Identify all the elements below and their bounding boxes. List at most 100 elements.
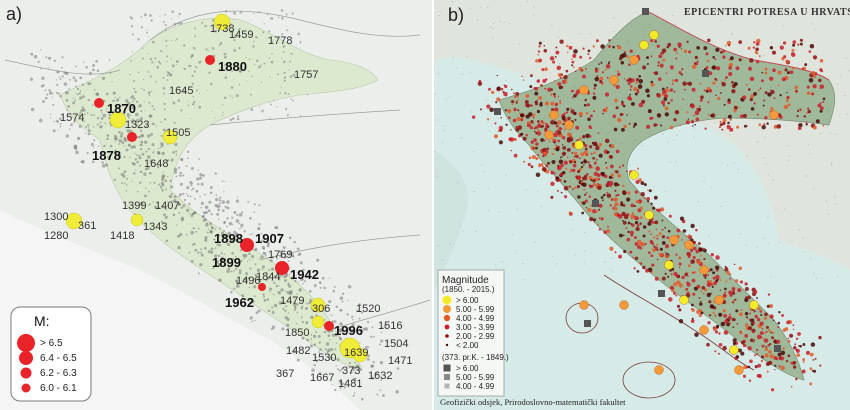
seismicity-dot (135, 112, 139, 117)
seismicity-dot (314, 356, 317, 359)
epicenter-dot (721, 128, 724, 131)
epicenter-events (494, 8, 781, 375)
seismicity-dot (124, 139, 127, 143)
epicenter-dot (652, 39, 654, 42)
seismicity-dot (188, 251, 191, 254)
seismicity-dot (126, 177, 129, 180)
epicenter-dot (777, 70, 782, 75)
seismicity-dot (300, 299, 303, 301)
epicenter-dot (534, 91, 539, 96)
background-dot (630, 23, 632, 25)
seismicity-dot (140, 148, 143, 151)
epicenter-dot (758, 123, 762, 127)
seismicity-dot (240, 259, 243, 263)
seismicity-dot (68, 88, 70, 90)
seismicity-dot (148, 114, 152, 118)
epicenter-dot (693, 271, 697, 274)
seismicity-dot (205, 223, 209, 227)
seismicity-dot (158, 183, 161, 186)
seismicity-dot (160, 134, 163, 137)
seismicity-dot (254, 319, 256, 322)
seismicity-dot (173, 22, 177, 26)
epicenter-dot (754, 365, 758, 369)
epicenter-dot (626, 55, 629, 59)
epicenter-dot (783, 104, 789, 110)
seismicity-dot (249, 316, 253, 320)
epicenter-dot (536, 79, 540, 83)
epicenter-dot (681, 239, 683, 241)
year-label-1520: 1520 (356, 303, 380, 315)
background-dot (835, 133, 837, 135)
seismicity-dot (179, 171, 182, 175)
epicenter-dot (694, 123, 697, 126)
seismicity-dot (161, 177, 165, 182)
epicenter-dot (708, 89, 713, 93)
epicenter-dot (495, 101, 498, 104)
epicenter-dot (738, 106, 740, 109)
seismicity-dot (209, 186, 213, 189)
epicenter-dot (747, 88, 751, 91)
seismicity-dot (143, 88, 146, 91)
epicenter-dot (819, 102, 822, 105)
seismicity-dot (284, 309, 287, 312)
epicenter-dot (639, 206, 643, 210)
seismicity-dot (262, 247, 266, 250)
epicenter-dot (526, 103, 531, 108)
background-dot (580, 179, 582, 181)
epicenter-dot (802, 361, 805, 363)
epicenter-dot (795, 348, 798, 352)
seismicity-dot (302, 268, 305, 272)
background-dot (834, 196, 836, 198)
seismicity-dot (74, 100, 76, 102)
background-dot (494, 264, 497, 266)
legend-symbol-0 (17, 334, 35, 352)
seismicity-dot (237, 28, 240, 31)
epicenter-dot (715, 265, 720, 270)
seismicity-dot (289, 251, 293, 255)
epicenter-dot (667, 101, 670, 105)
background-dot (750, 9, 752, 11)
seismicity-dot (59, 78, 62, 80)
epicenter-dot (614, 189, 617, 192)
epicenter-dot (592, 45, 595, 48)
seismicity-dot (53, 120, 56, 123)
epicenter-dot (620, 215, 622, 217)
seismicity-dot (214, 172, 217, 175)
epicenter-dot (634, 221, 639, 225)
seismicity-dot (292, 302, 297, 307)
seismicity-dot (228, 63, 232, 66)
epicenter-dot (699, 302, 703, 306)
seismicity-dot (140, 110, 143, 113)
background-dot (763, 237, 765, 239)
epicenter-dot (517, 134, 521, 138)
seismicity-dot (132, 172, 136, 175)
epicenter-dot (694, 55, 698, 60)
large-epicenter (574, 140, 584, 150)
seismicity-dot (52, 103, 55, 106)
seismicity-dot (135, 154, 138, 157)
panel-a-legend: M: > 6.56.4 - 6.56.2 - 6.36.0 - 6.1 (10, 306, 92, 402)
background-dot (693, 136, 695, 138)
epicenter-dot (715, 324, 720, 328)
epicenter-dot (753, 339, 756, 341)
epicenter-dot (787, 337, 790, 340)
background-dot (673, 139, 675, 141)
seismicity-dot (318, 281, 322, 285)
background-dot (612, 17, 614, 19)
epicenter-dot (580, 152, 585, 157)
seismicity-dot (345, 333, 348, 336)
seismicity-dot (353, 392, 356, 394)
seismicity-dot (247, 200, 250, 203)
epicenter-dot (606, 182, 610, 187)
seismicity-dot (278, 301, 283, 305)
seismicity-dot (289, 75, 293, 78)
epicenter-dot (661, 219, 664, 222)
epicenter-dot (540, 163, 544, 167)
background-dot (590, 33, 592, 35)
epicenter-dot (560, 191, 563, 194)
seismicity-dot (266, 244, 270, 248)
epicenter-dot (544, 67, 548, 71)
year-label-1769: 1769 (268, 249, 292, 261)
background-dot (533, 6, 535, 8)
epicenter-dot (809, 43, 815, 49)
